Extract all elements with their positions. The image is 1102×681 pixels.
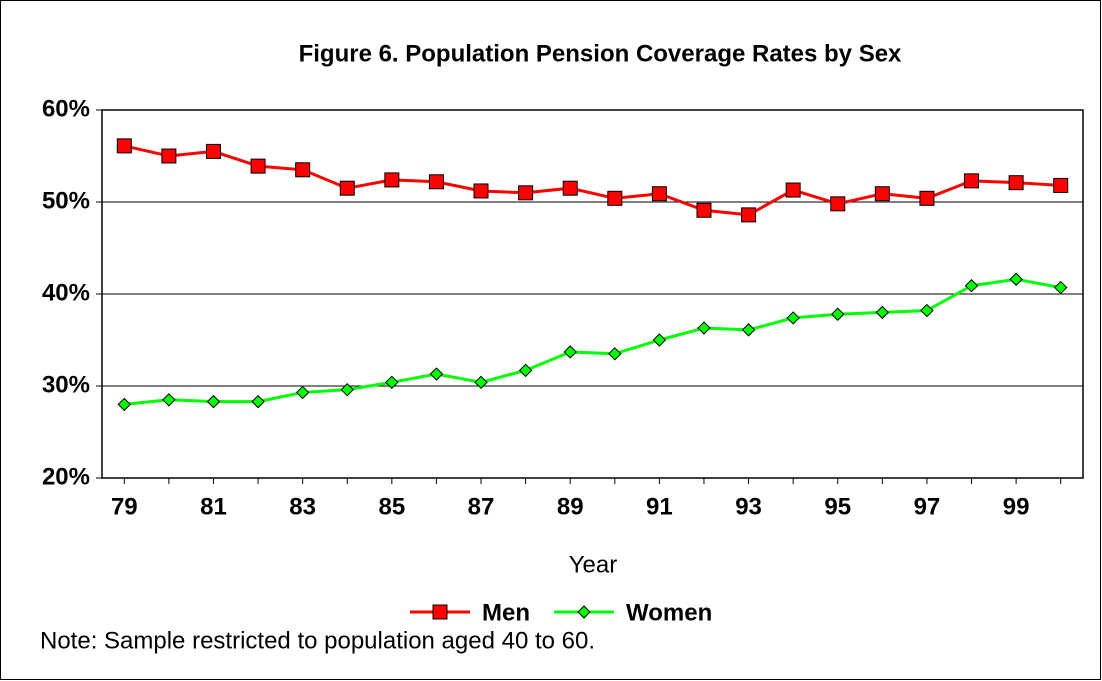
- legend-marker: [432, 604, 448, 620]
- data-point: [652, 333, 667, 347]
- data-point: [651, 186, 667, 202]
- data-point: [562, 180, 578, 196]
- data-point: [920, 303, 934, 318]
- data-point: [295, 162, 311, 178]
- legend-marker: [577, 605, 591, 619]
- data-point: [696, 202, 712, 218]
- x-tick-label: 95: [824, 493, 851, 520]
- data-point: [563, 345, 577, 359]
- data-point: [741, 323, 756, 337]
- data-point: [295, 385, 310, 400]
- data-point: [608, 347, 622, 361]
- data-point: [161, 148, 177, 164]
- data-point: [831, 307, 845, 321]
- series-line: [124, 277, 1061, 406]
- x-tick-label: 97: [914, 493, 941, 520]
- legend-label: Women: [626, 599, 712, 626]
- note: Note: Sample restricted to population ag…: [40, 627, 595, 654]
- data-point: [607, 190, 623, 206]
- x-tick-label: 81: [200, 493, 227, 520]
- data-point: [251, 394, 265, 409]
- x-tick-label: 83: [289, 493, 316, 520]
- data-point: [1053, 280, 1068, 295]
- data-point: [250, 158, 266, 174]
- x-tick-label: 93: [735, 493, 762, 520]
- data-point: [339, 180, 355, 196]
- data-point: [117, 397, 132, 412]
- data-point: [429, 367, 444, 381]
- data-point: [874, 186, 890, 202]
- data-point: [474, 375, 488, 390]
- chart-title: Figure 6. Population Pension Coverage Ra…: [299, 40, 902, 67]
- data-point: [830, 196, 846, 212]
- data-point: [518, 363, 533, 378]
- x-tick-label: 99: [1003, 493, 1030, 520]
- data-point: [1053, 177, 1069, 193]
- x-tick-label: 91: [646, 493, 673, 520]
- data-point: [116, 138, 132, 154]
- plot-border: [101, 109, 1084, 479]
- x-tick-label: 87: [468, 493, 495, 520]
- y-tick-label: 50%: [42, 187, 90, 214]
- data-point: [1009, 272, 1023, 286]
- data-point: [741, 207, 757, 223]
- x-tick-label: 79: [111, 493, 138, 520]
- y-tick-label: 60%: [42, 95, 90, 122]
- data-point: [518, 185, 534, 201]
- data-point: [385, 375, 399, 390]
- data-point: [162, 393, 176, 407]
- series-line: [123, 144, 1061, 217]
- data-point: [697, 321, 711, 335]
- data-point: [964, 173, 980, 189]
- data-point: [785, 182, 801, 198]
- x-axis-label: Year: [569, 551, 618, 578]
- data-point: [206, 394, 221, 409]
- y-tick-label: 30%: [42, 371, 90, 398]
- data-point: [964, 279, 979, 293]
- data-point: [786, 311, 800, 325]
- legend-label: Men: [482, 599, 530, 626]
- data-point: [340, 382, 354, 397]
- data-point: [384, 172, 400, 188]
- data-point: [1008, 175, 1024, 191]
- y-tick-label: 40%: [42, 279, 90, 306]
- data-point: [428, 174, 444, 190]
- data-point: [875, 305, 890, 320]
- y-tick-label: 20%: [42, 463, 90, 490]
- data-point: [205, 143, 221, 159]
- x-tick-label: 85: [378, 493, 405, 520]
- x-tick-label: 89: [557, 493, 584, 520]
- data-point: [473, 183, 489, 199]
- data-point: [919, 190, 935, 206]
